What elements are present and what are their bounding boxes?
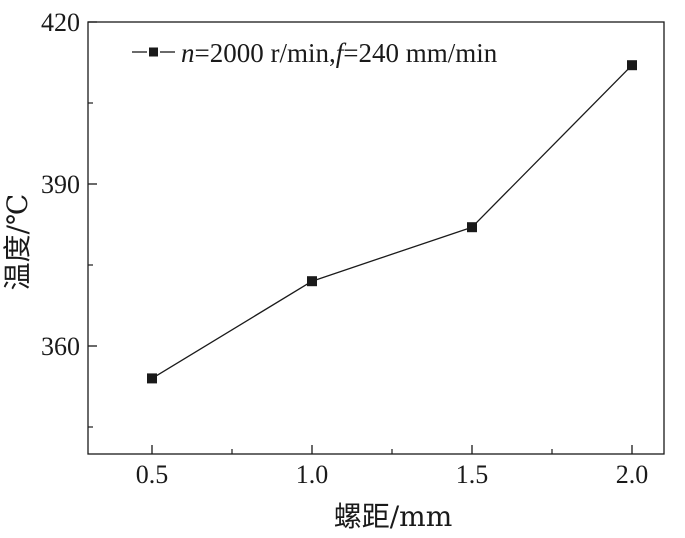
series-line-segment xyxy=(311,226,473,282)
y-axis-title: 温度/℃ xyxy=(1,194,34,291)
x-tick-label: 1.0 xyxy=(296,460,329,489)
y-tick-labels: 360 390 420 xyxy=(41,8,80,361)
series-layer xyxy=(147,60,637,384)
x-axis-title: 螺距/mm xyxy=(334,500,453,533)
legend-label: n=2000 r/min,f=240 mm/min xyxy=(181,38,498,68)
legend-n-var: n xyxy=(181,38,195,68)
legend-n-value: =2000 r/min, xyxy=(195,38,336,68)
axis-ticks xyxy=(88,21,633,454)
data-point xyxy=(147,373,157,384)
x-tick-label: 0.5 xyxy=(136,460,169,489)
y-tick-label: 420 xyxy=(41,8,80,37)
legend-marker xyxy=(149,47,158,57)
legend-f-value: =240 mm/min xyxy=(343,38,497,68)
series-line-segment xyxy=(151,280,313,379)
x-tick-label: 2.0 xyxy=(616,460,649,489)
data-point xyxy=(627,60,637,71)
x-tick-label: 1.5 xyxy=(456,460,489,489)
y-tick-label: 360 xyxy=(41,332,80,361)
legend-f-var: f xyxy=(336,38,347,68)
y-tick-label: 390 xyxy=(41,170,80,199)
x-tick-labels: 0.5 1.0 1.5 2.0 xyxy=(136,460,649,489)
legend: n=2000 r/min,f=240 mm/min xyxy=(132,38,498,68)
plot-frame xyxy=(87,21,665,455)
data-point xyxy=(307,276,317,287)
series-line-segment xyxy=(471,64,633,228)
data-point xyxy=(467,222,477,233)
